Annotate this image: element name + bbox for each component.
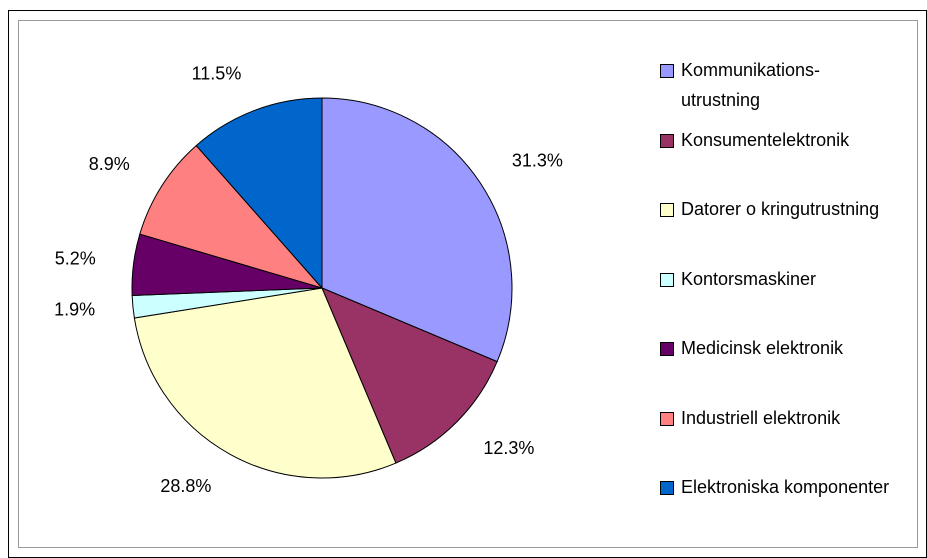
legend-label: Medicinsk elektronik (681, 338, 844, 358)
data-label: 12.3% (483, 438, 534, 458)
legend-swatch (660, 203, 674, 217)
legend-swatch (660, 64, 674, 78)
data-label: 28.8% (160, 476, 211, 496)
legend-swatch (660, 342, 674, 356)
legend-label: Konsumentelektronik (681, 129, 850, 150)
legend-label: Kommunikations-utrustning (681, 60, 821, 110)
data-label: 8.9% (89, 154, 130, 174)
data-label: 1.9% (54, 299, 95, 319)
legend-label: Kontorsmaskiner (681, 268, 817, 289)
data-label: 31.3% (512, 151, 563, 171)
legend-swatch (660, 272, 674, 287)
data-label: 11.5% (192, 63, 242, 83)
legend-label: Datorer o kringutrustning (681, 199, 880, 219)
pie-slice (321, 287, 498, 464)
pie-slice (139, 144, 324, 289)
legend-swatch (660, 411, 674, 426)
pie-slice (321, 97, 513, 363)
legend-item: Medicinsk elektronik (660, 333, 900, 363)
legend-item: Datorer o kringutrustning (660, 194, 900, 224)
legend-label: Elektroniska komponenter (681, 477, 890, 497)
pie-slice (195, 97, 323, 290)
pie-slice (133, 287, 397, 479)
data-label: 5.2% (55, 249, 96, 269)
legend-item: Kommunikations-utrustning (660, 55, 900, 115)
legend-item: Industriell elektronik (660, 403, 900, 433)
legend-item: Konsumentelektronik (660, 125, 900, 155)
legend-label: Industriell elektronik (681, 407, 841, 428)
legend-swatch (660, 133, 674, 148)
legend-swatch (660, 481, 674, 495)
legend-item: Kontorsmaskiner (660, 264, 900, 294)
legend-item: Elektroniska komponenter (660, 472, 900, 502)
